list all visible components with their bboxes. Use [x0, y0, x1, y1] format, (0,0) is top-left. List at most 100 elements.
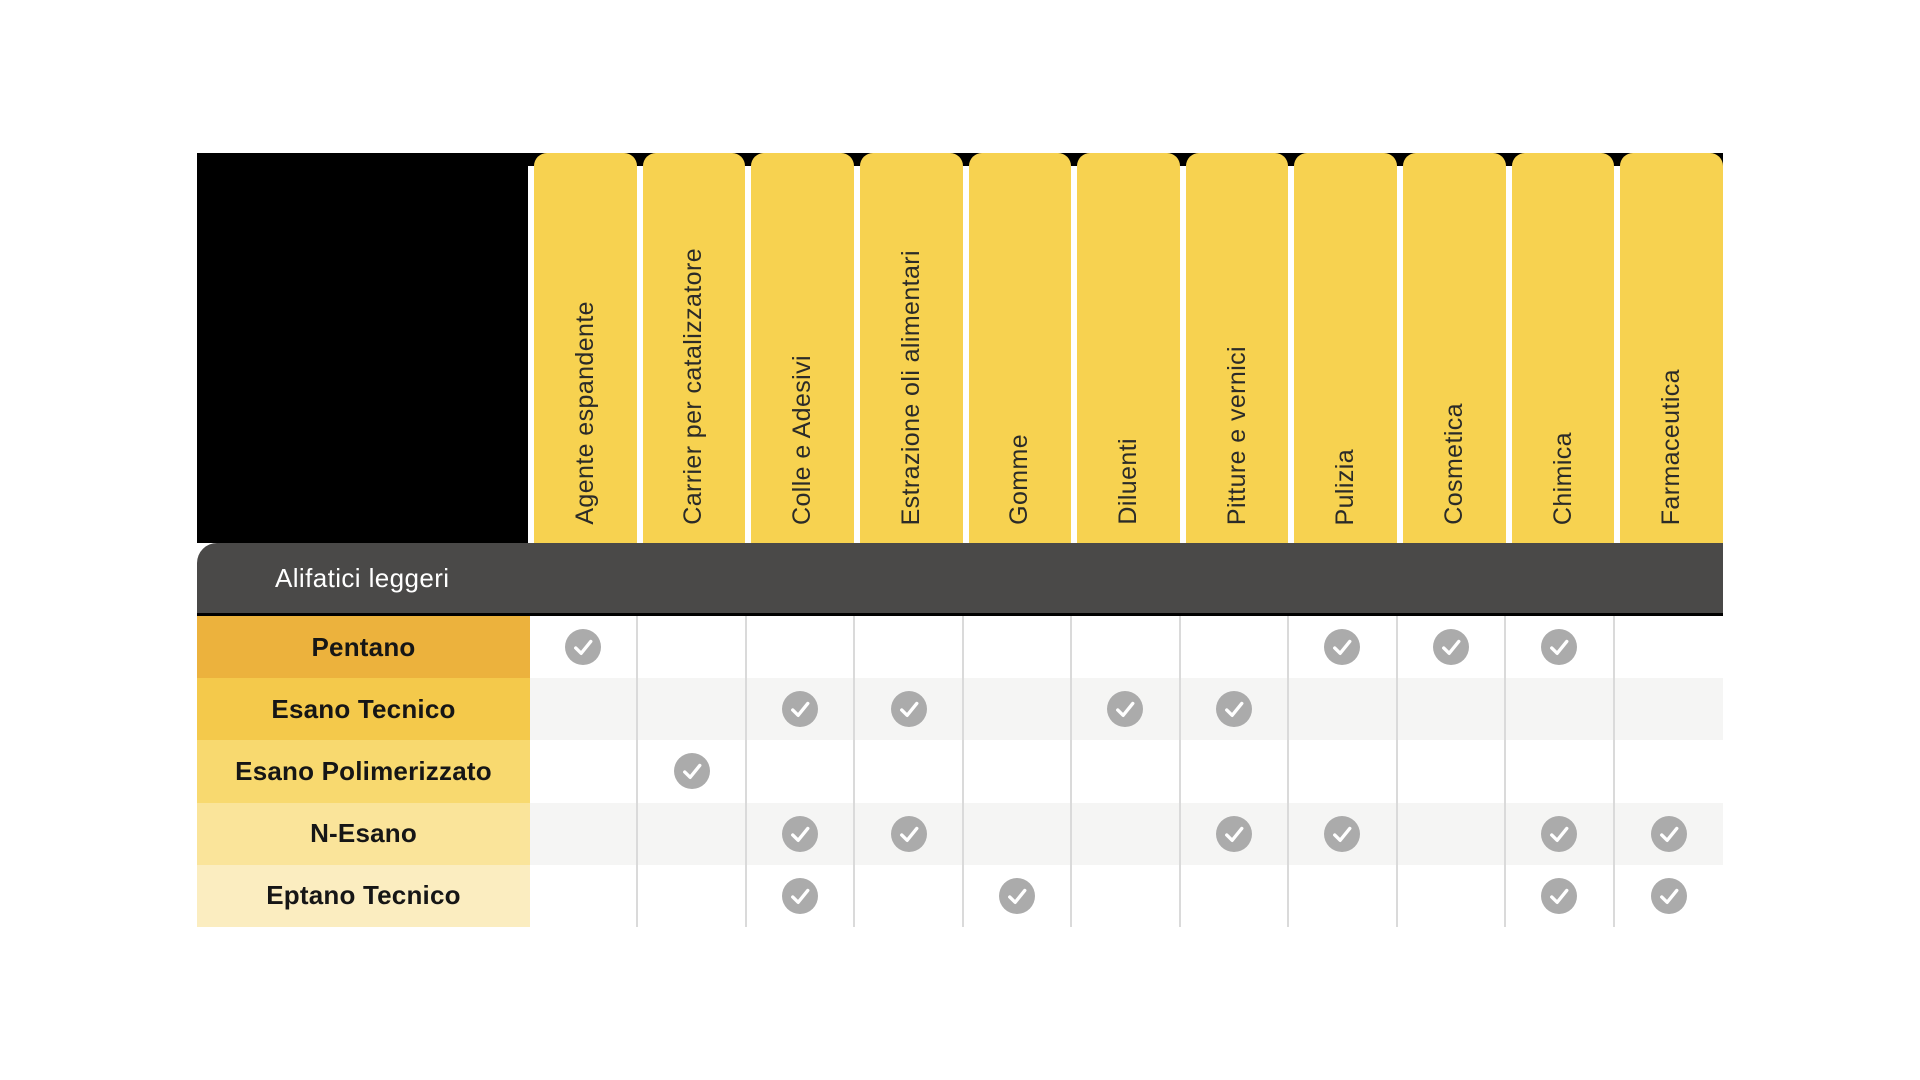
- cell-eptano-tecnico-chimica: [1506, 864, 1615, 927]
- cell-eptano-tecnico-colle-e-adesivi: [747, 864, 856, 927]
- check-icon: [782, 691, 819, 728]
- cell-esano-polimerizzato-diluenti: [1072, 740, 1181, 803]
- row-label-text: N-Esano: [310, 818, 417, 849]
- check-icon: [1215, 691, 1252, 728]
- column-header-agente-espandente: Agente espandente: [534, 153, 637, 543]
- cell-n-esano-pitture-e-vernici: [1181, 802, 1290, 865]
- cell-n-esano-pulizia: [1289, 802, 1398, 865]
- check-icon: [1541, 815, 1578, 852]
- check-icon: [1107, 691, 1144, 728]
- cell-eptano-tecnico-carrier-per-catalizzatore: [638, 864, 747, 927]
- cell-n-esano-carrier-per-catalizzatore: [638, 802, 747, 865]
- row-label-n-esano: N-Esano: [197, 802, 530, 865]
- row-cells: [530, 616, 1723, 679]
- row-esano-polimerizzato: Esano Polimerizzato: [197, 740, 1723, 803]
- column-header-label: Farmaceutica: [1657, 368, 1686, 525]
- column-header-label: Gomme: [1005, 434, 1034, 525]
- cell-eptano-tecnico-estrazione-oli-alimentari: [855, 864, 964, 927]
- cell-eptano-tecnico-farmaceutica: [1615, 865, 1723, 927]
- cell-esano-polimerizzato-gomme: [964, 740, 1073, 803]
- check-icon: [1324, 815, 1361, 852]
- cell-esano-polimerizzato-carrier-per-catalizzatore: [638, 740, 747, 803]
- column-header-label: Agente espandente: [570, 301, 599, 525]
- check-icon: [673, 753, 710, 790]
- column-header-row: Agente espandente Carrier per catalizzato…: [197, 153, 1724, 543]
- row-esano-tecnico: Esano Tecnico: [197, 678, 1723, 741]
- column-header-label: Cosmetica: [1439, 403, 1468, 525]
- check-icon: [565, 629, 602, 666]
- row-cells: [530, 802, 1723, 865]
- column-header-cosmetica: Cosmetica: [1403, 153, 1506, 543]
- cell-pentano-estrazione-oli-alimentari: [855, 616, 964, 679]
- cell-pentano-carrier-per-catalizzatore: [638, 616, 747, 679]
- cell-n-esano-diluenti: [1072, 802, 1181, 865]
- cell-eptano-tecnico-diluenti: [1072, 864, 1181, 927]
- check-icon: [1215, 815, 1252, 852]
- check-icon: [1650, 815, 1687, 852]
- cell-eptano-tecnico-pulizia: [1289, 864, 1398, 927]
- check-icon: [1541, 877, 1578, 914]
- check-icon: [890, 691, 927, 728]
- column-header-gomme: Gomme: [968, 153, 1072, 543]
- cell-esano-tecnico-agente-espandente: [530, 678, 639, 741]
- cell-pentano-colle-e-adesivi: [747, 616, 856, 679]
- cell-pentano-farmaceutica: [1615, 616, 1723, 678]
- cell-esano-polimerizzato-pulizia: [1289, 740, 1398, 803]
- row-pentano: Pentano: [197, 616, 1723, 679]
- row-label-eptano-tecnico: Eptano Tecnico: [197, 864, 530, 927]
- cell-esano-tecnico-gomme: [964, 678, 1073, 741]
- cell-pentano-gomme: [964, 616, 1073, 679]
- row-label-text: Esano Tecnico: [271, 693, 456, 724]
- check-icon: [782, 815, 819, 852]
- cell-esano-tecnico-diluenti: [1072, 678, 1181, 741]
- cell-pentano-pulizia: [1289, 616, 1398, 679]
- cell-pentano-pitture-e-vernici: [1181, 616, 1290, 679]
- column-header-label: Estrazione oli alimentari: [896, 249, 925, 525]
- cell-esano-tecnico-pulizia: [1289, 678, 1398, 741]
- cell-pentano-cosmetica: [1398, 616, 1507, 679]
- matrix-body: Pentano Esano Tecnico Esano Polimerizzato N…: [197, 616, 1723, 927]
- cell-n-esano-farmaceutica: [1615, 803, 1723, 865]
- section-header: Alifatici leggeri: [197, 543, 1723, 616]
- row-label-text: Pentano: [311, 631, 416, 662]
- column-header-estrazione-oli-alimentari: Estrazione oli alimentari: [859, 153, 963, 543]
- check-icon: [999, 877, 1036, 914]
- column-header-colle-e-adesivi: Colle e Adesivi: [751, 153, 854, 543]
- check-icon: [782, 877, 819, 914]
- cell-eptano-tecnico-cosmetica: [1398, 864, 1507, 927]
- row-label-text: Esano Polimerizzato: [235, 755, 492, 786]
- section-header-label: Alifatici leggeri: [275, 562, 450, 593]
- column-header-label: Carrier per catalizzatore: [679, 248, 708, 525]
- check-icon: [1541, 629, 1578, 666]
- cell-esano-polimerizzato-colle-e-adesivi: [747, 740, 856, 803]
- cell-eptano-tecnico-pitture-e-vernici: [1181, 864, 1290, 927]
- row-eptano-tecnico: Eptano Tecnico: [197, 864, 1723, 927]
- cell-esano-tecnico-pitture-e-vernici: [1181, 678, 1290, 741]
- check-icon: [1324, 629, 1361, 666]
- row-cells: [530, 864, 1723, 927]
- cell-esano-polimerizzato-chimica: [1506, 740, 1615, 803]
- cell-esano-tecnico-chimica: [1506, 678, 1615, 741]
- header-corner-box: [197, 153, 528, 543]
- check-icon: [1432, 629, 1469, 666]
- cell-esano-polimerizzato-agente-espandente: [530, 740, 639, 803]
- column-header-label: Colle e Adesivi: [788, 355, 817, 525]
- column-header-carrier-per-catalizzatore: Carrier per catalizzatore: [642, 153, 746, 543]
- cell-n-esano-chimica: [1506, 802, 1615, 865]
- row-label-esano-polimerizzato: Esano Polimerizzato: [197, 740, 530, 803]
- check-icon: [890, 815, 927, 852]
- cell-esano-polimerizzato-cosmetica: [1398, 740, 1507, 803]
- column-header-farmaceutica: Farmaceutica: [1620, 153, 1724, 543]
- cell-esano-tecnico-cosmetica: [1398, 678, 1507, 741]
- row-label-esano-tecnico: Esano Tecnico: [197, 678, 530, 741]
- cell-eptano-tecnico-gomme: [964, 864, 1073, 927]
- row-label-pentano: Pentano: [197, 616, 530, 679]
- column-header-label: Pulizia: [1331, 448, 1360, 525]
- check-icon: [1650, 877, 1687, 914]
- cell-n-esano-colle-e-adesivi: [747, 802, 856, 865]
- cell-eptano-tecnico-agente-espandente: [530, 864, 639, 927]
- cell-esano-polimerizzato-farmaceutica: [1615, 740, 1723, 802]
- cell-n-esano-estrazione-oli-alimentari: [855, 802, 964, 865]
- cell-n-esano-agente-espandente: [530, 802, 639, 865]
